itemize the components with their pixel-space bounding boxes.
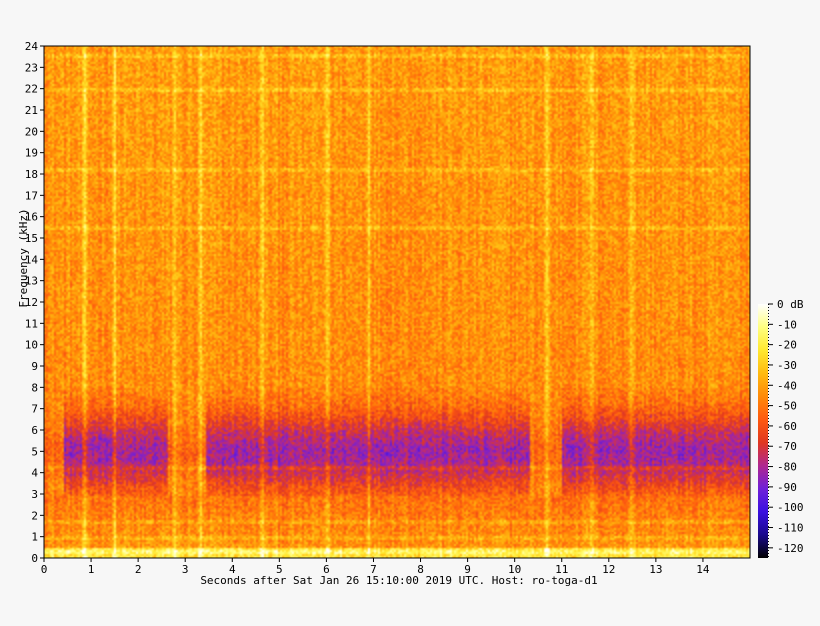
y-tick-label: 19 xyxy=(25,147,38,160)
y-tick-label: 21 xyxy=(25,104,38,117)
y-tick-label: 16 xyxy=(25,211,38,224)
y-tick-label: 3 xyxy=(31,488,38,501)
y-tick-label: 7 xyxy=(31,403,38,416)
colorbar-tick-label: -120 xyxy=(777,542,804,555)
colorbar-tick-label: -30 xyxy=(777,359,797,372)
y-tick-label: 0 xyxy=(31,552,38,565)
y-tick-label: 23 xyxy=(25,61,38,74)
y-tick-label: 14 xyxy=(25,253,39,266)
y-tick-label: 18 xyxy=(25,168,38,181)
colorbar-tick-label: -80 xyxy=(777,461,797,474)
x-tick-label: 11 xyxy=(555,563,568,576)
y-tick-label: 24 xyxy=(25,40,39,53)
x-tick-label: 13 xyxy=(649,563,662,576)
y-tick-label: 17 xyxy=(25,189,38,202)
x-axis-title: Seconds after Sat Jan 26 15:10:00 2019 U… xyxy=(200,574,597,587)
x-tick-label: 6 xyxy=(323,563,330,576)
colorbar-tick-label: -40 xyxy=(777,379,797,392)
x-tick-label: 7 xyxy=(370,563,377,576)
y-tick-label: 20 xyxy=(25,125,38,138)
y-tick-label: 12 xyxy=(25,296,38,309)
colorbar-tick-label: 0 dB xyxy=(777,298,804,311)
colorbar-tick-label: -60 xyxy=(777,420,797,433)
x-tick-label: 1 xyxy=(88,563,95,576)
x-tick-label: 10 xyxy=(508,563,521,576)
y-tick-label: 11 xyxy=(25,317,38,330)
y-tick-label: 2 xyxy=(31,509,38,522)
x-tick-label: 2 xyxy=(135,563,142,576)
y-tick-label: 8 xyxy=(31,381,38,394)
colorbar xyxy=(758,304,768,558)
y-axis-title: Frequency (kHz) xyxy=(17,208,30,307)
y-tick-label: 4 xyxy=(31,467,38,480)
y-tick-label: 22 xyxy=(25,83,38,96)
y-tick-label: 6 xyxy=(31,424,38,437)
x-tick-label: 0 xyxy=(41,563,48,576)
colorbar-tick-label: -10 xyxy=(777,318,797,331)
x-tick-label: 12 xyxy=(602,563,615,576)
x-tick-label: 5 xyxy=(276,563,283,576)
x-tick-label: 3 xyxy=(182,563,189,576)
x-tick-label: 9 xyxy=(464,563,471,576)
colorbar-tick-label: -110 xyxy=(777,522,804,535)
y-tick-label: 10 xyxy=(25,339,38,352)
colorbar-tick-label: -70 xyxy=(777,440,797,453)
y-tick-label: 1 xyxy=(31,531,38,544)
y-tick-label: 5 xyxy=(31,445,38,458)
y-tick-label: 15 xyxy=(25,232,38,245)
colorbar-ticks: 0 dB -10 -20 -30 -40 -50 -60 -70 -80 -90 -100 -110 -… xyxy=(768,298,804,555)
colorbar-tick-label: -100 xyxy=(777,501,804,514)
spectrogram-image xyxy=(44,46,750,558)
y-tick-label: 13 xyxy=(25,275,38,288)
y-tick-label: 9 xyxy=(31,360,38,373)
x-tick-label: 14 xyxy=(696,563,710,576)
colorbar-tick-label: -90 xyxy=(777,481,797,494)
colorbar-tick-label: -50 xyxy=(777,400,797,413)
x-tick-label: 4 xyxy=(229,563,236,576)
x-axis-ticks: 0 1 2 3 4 5 6 7 8 9 10 11 12 13 14 xyxy=(41,558,710,576)
colorbar-tick-label: -20 xyxy=(777,339,797,352)
x-tick-label: 8 xyxy=(417,563,424,576)
